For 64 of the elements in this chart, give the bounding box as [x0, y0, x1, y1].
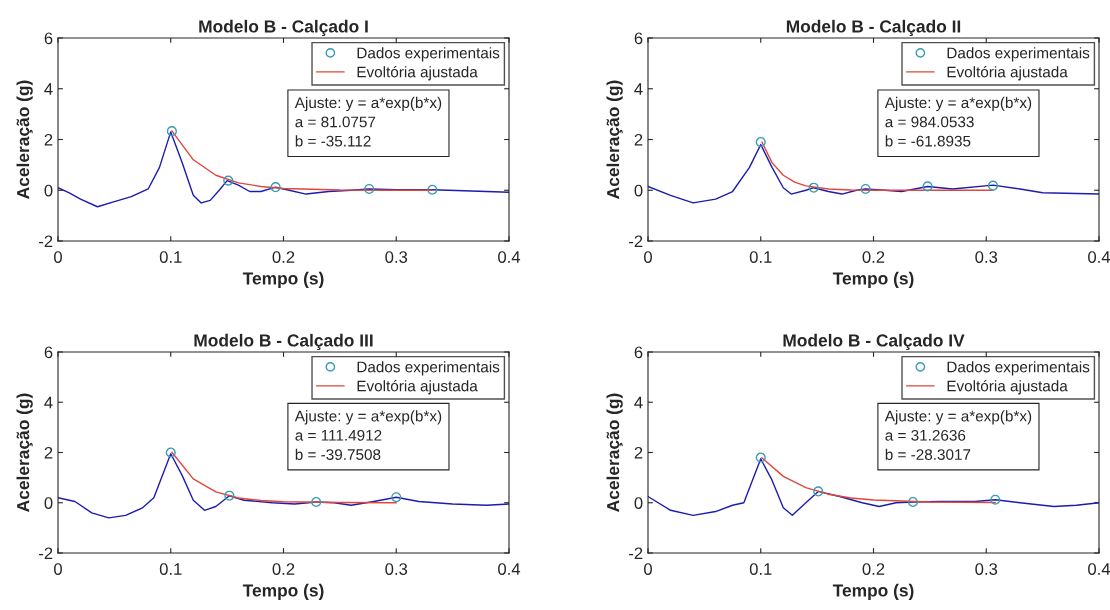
y-tick-label: 6 — [44, 32, 53, 45]
x-tick-label: 0 — [644, 251, 652, 263]
x-axis-title: Tempo (s) — [832, 271, 914, 288]
y-axis-title: Aceleração (g) — [606, 393, 623, 512]
y-axis-title: Aceleração (g) — [16, 80, 33, 199]
y-tick-label: 2 — [634, 446, 643, 459]
y-tick-label: 2 — [44, 446, 53, 459]
x-tick-label: 0.1 — [749, 251, 772, 263]
y-tick-label: 6 — [44, 346, 53, 359]
y-tick-label: 0 — [634, 184, 643, 197]
x-axis-title: Tempo (s) — [832, 583, 914, 600]
annotation: Ajuste: y = a*exp(b*x) a = 31.2636 b = -28.3017 — [884, 410, 1032, 460]
y-tick-label: -2 — [629, 235, 643, 248]
y-tick-label: 6 — [634, 346, 643, 359]
x-tick-label: 0.4 — [1088, 563, 1110, 575]
annotation: Ajuste: y = a*exp(b*x) a = 984.0533 b = -61.8935 — [884, 96, 1032, 147]
y-tick-label: 0 — [44, 497, 53, 509]
legend-label: Evoltória ajustada — [357, 379, 478, 395]
annotation: Ajuste: y = a*exp(b*x) a = 111.4912 b = -39.7508 — [294, 410, 442, 460]
x-tick-label: 0.1 — [749, 563, 772, 575]
x-tick-label: 0 — [54, 563, 62, 575]
x-axis-title: Tempo (s) — [242, 583, 324, 600]
x-tick-label: 0.1 — [159, 563, 182, 575]
y-axis-title: Aceleração (g) — [606, 80, 623, 199]
y-tick-label: 2 — [44, 133, 53, 146]
x-tick-label: 0.2 — [272, 563, 295, 575]
x-tick-label: 0.3 — [975, 251, 998, 263]
legend-label: Evoltória ajustada — [357, 65, 478, 81]
legend-label: Dados experimentais — [357, 47, 500, 62]
chart-title: Modelo B - Calçado IV — [783, 333, 965, 351]
legend-label: Dados experimentais — [947, 47, 1090, 62]
y-tick-label: 0 — [44, 184, 53, 197]
x-tick-label: 0.3 — [385, 251, 408, 263]
y-tick-label: -2 — [39, 547, 53, 560]
x-tick-label: 0.3 — [385, 563, 408, 575]
y-tick-label: 6 — [634, 32, 643, 45]
x-tick-label: 0.1 — [159, 251, 182, 263]
legend-label: Dados experimentais — [947, 361, 1090, 376]
legend-label: Dados experimentais — [357, 361, 500, 376]
y-tick-label: 0 — [634, 497, 643, 509]
y-axis-title: Aceleração (g) — [16, 393, 33, 512]
y-tick-label: 4 — [44, 396, 53, 409]
chart-title: Modelo B - Calçado III — [194, 333, 373, 351]
y-tick-label: -2 — [629, 547, 643, 560]
x-tick-label: 0.2 — [862, 251, 885, 263]
x-axis-title: Tempo (s) — [242, 271, 324, 288]
y-tick-label: 4 — [44, 83, 53, 95]
y-tick-label: 4 — [634, 396, 643, 409]
annotation: Ajuste: y = a*exp(b*x) a = 81.0757 b = -35.112 — [294, 96, 442, 147]
x-tick-label: 0.4 — [498, 563, 521, 575]
y-tick-label: -2 — [39, 235, 53, 248]
x-tick-label: 0.2 — [862, 563, 885, 575]
x-tick-label: 0.2 — [272, 251, 295, 263]
x-tick-label: 0.4 — [498, 251, 521, 263]
chart-title: Modelo B - Calçado II — [786, 19, 961, 37]
x-tick-label: 0.4 — [1088, 251, 1110, 263]
x-tick-label: 0 — [644, 563, 652, 575]
y-tick-label: 2 — [634, 133, 643, 146]
x-tick-label: 0 — [54, 251, 62, 263]
legend-label: Evoltória ajustada — [947, 65, 1068, 81]
y-tick-label: 4 — [634, 83, 643, 95]
legend-label: Evoltória ajustada — [947, 379, 1068, 395]
x-tick-label: 0.3 — [975, 563, 998, 575]
chart-title: Modelo B - Calçado I — [199, 19, 368, 37]
